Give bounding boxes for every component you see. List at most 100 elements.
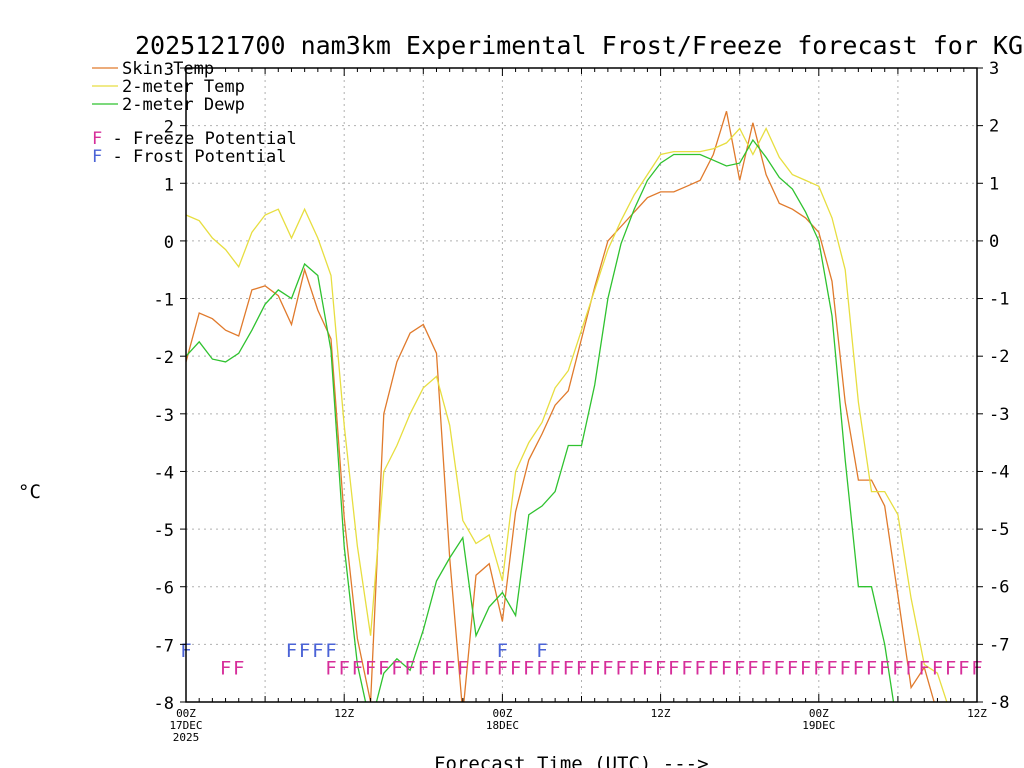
y-tick-label-left: 1 xyxy=(164,175,174,195)
freeze-mark: F xyxy=(655,657,666,679)
y-tick-label-right: 0 xyxy=(989,232,999,252)
freeze-mark: F xyxy=(734,657,745,679)
freeze-mark: F xyxy=(958,657,969,679)
y-tick-label-right: 1 xyxy=(989,174,999,194)
freeze-mark: F xyxy=(774,657,785,679)
freeze-mark: F xyxy=(919,657,930,679)
frost-mark: F xyxy=(325,640,336,662)
freeze-mark: F xyxy=(457,657,468,679)
freeze-mark: F xyxy=(866,657,877,679)
freeze-mark: F xyxy=(549,657,560,679)
y-tick-label-left: -8 xyxy=(154,694,174,714)
freeze-mark: F xyxy=(418,657,429,679)
freeze-mark: F xyxy=(444,657,455,679)
freeze-mark: F xyxy=(470,657,481,679)
series-lines xyxy=(186,111,948,702)
freeze-mark: F xyxy=(602,657,613,679)
freeze-mark: F xyxy=(787,657,798,679)
freeze-mark: F xyxy=(338,657,349,679)
legend-entry-label: 2-meter Dewp xyxy=(122,95,245,115)
frost-mark: F xyxy=(497,640,508,662)
freeze-mark: F xyxy=(483,657,494,679)
x-tick-label: 12Z xyxy=(334,707,354,720)
freeze-mark: F xyxy=(563,657,574,679)
potential-legend-letter: F xyxy=(92,129,102,149)
freeze-mark: F xyxy=(932,657,943,679)
potential-legend-text: - Frost Potential xyxy=(102,147,286,167)
x-tick-label: 00Z xyxy=(492,707,512,720)
freeze-mark: F xyxy=(853,657,864,679)
freeze-mark: F xyxy=(721,657,732,679)
y-tick-label-right: 3 xyxy=(989,59,999,79)
freeze-mark: F xyxy=(352,657,363,679)
legend-entry-label: 2-meter Temp xyxy=(122,77,245,97)
freeze-mark: F xyxy=(813,657,824,679)
x-axis-label: Forecast Time (UTC) ---> xyxy=(434,753,709,768)
freeze-mark: F xyxy=(760,657,771,679)
x-tick-label: 12Z xyxy=(651,707,671,720)
freeze-mark: F xyxy=(431,657,442,679)
freeze-mark: F xyxy=(642,657,653,679)
y-tick-label-left: -6 xyxy=(154,579,174,599)
freeze-mark: F xyxy=(233,657,244,679)
freeze-mark: F xyxy=(839,657,850,679)
y-tick-label-right: -3 xyxy=(989,405,1009,425)
y-tick-label-left: -3 xyxy=(154,406,174,426)
freeze-mark: F xyxy=(589,657,600,679)
y-axis-label: °C xyxy=(18,481,41,503)
y-tick-label-right: -7 xyxy=(989,635,1009,655)
potential-marks: F F F F F F FF F F F F F F F F F F F F F F F F F F F F F F F F F F F F F F F F… xyxy=(180,640,982,679)
y-tick-label-left: -2 xyxy=(154,348,174,368)
freeze-mark: F xyxy=(325,657,336,679)
freeze-mark: F xyxy=(523,657,534,679)
x-tick-date: 18DEC xyxy=(486,719,519,732)
y-tick-label-right: 2 xyxy=(989,117,999,137)
freeze-mark: F xyxy=(708,657,719,679)
frost-mark: F xyxy=(286,640,297,662)
y-tick-label-left: -4 xyxy=(154,463,174,483)
series-line-2-meter-dewp xyxy=(186,138,895,702)
freeze-mark: F xyxy=(681,657,692,679)
y-tick-label-left: 0 xyxy=(164,233,174,253)
y-tick-label-right: -1 xyxy=(989,290,1009,310)
freeze-mark: F xyxy=(510,657,521,679)
series-line-skin-temp xyxy=(186,111,935,702)
freeze-mark: F xyxy=(378,657,389,679)
freeze-mark: F xyxy=(892,657,903,679)
frost-mark: F xyxy=(299,640,310,662)
freeze-mark: F xyxy=(536,657,547,679)
freeze-mark: F xyxy=(391,657,402,679)
freeze-mark: F xyxy=(800,657,811,679)
y-tick-label-left: -5 xyxy=(154,521,174,541)
y-tick-label-right: -4 xyxy=(989,462,1009,482)
y-tick-label-left: -7 xyxy=(154,636,174,656)
x-tick-date: 19DEC xyxy=(802,719,835,732)
freeze-mark: F xyxy=(879,657,890,679)
x-tick-year: 2025 xyxy=(173,731,200,744)
freeze-mark: F xyxy=(668,657,679,679)
plot-frame xyxy=(185,67,978,703)
potential-legend-letter: F xyxy=(92,147,102,167)
freeze-mark: F xyxy=(905,657,916,679)
x-tick-label: 12Z xyxy=(967,707,987,720)
grid-lines xyxy=(186,68,977,702)
frost-mark: F xyxy=(536,640,547,662)
freeze-mark: F xyxy=(615,657,626,679)
y-tick-label-right: -6 xyxy=(989,578,1009,598)
potential-legend-entry: F - Frost Potential xyxy=(92,147,286,167)
x-tick-label: 00Z xyxy=(809,707,829,720)
y-tick-label-left: -1 xyxy=(154,291,174,311)
freeze-mark: F xyxy=(826,657,837,679)
y-axis: 3 3 2 2 1 1 0 0 -1 -1 -2 -2 -3 -3 -4 -4 -5 -5 -6 -6 -7 -7 -8 -8 xyxy=(154,59,1010,714)
chart-title: 2025121700 nam3km Experimental Frost/Fre… xyxy=(135,31,1024,60)
freeze-mark: F xyxy=(404,657,415,679)
frost-mark: F xyxy=(312,640,323,662)
freeze-mark: F xyxy=(365,657,376,679)
freeze-mark: F xyxy=(497,657,508,679)
freeze-mark: F xyxy=(945,657,956,679)
freeze-mark: F xyxy=(220,657,231,679)
potential-legend-text: - Freeze Potential xyxy=(102,129,296,149)
